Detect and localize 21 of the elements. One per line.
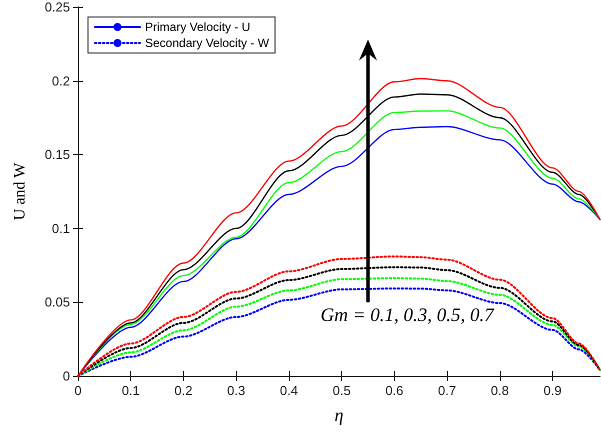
x-tick-label: 0 [74, 383, 82, 398]
y-tick-label: 0.1 [52, 220, 70, 236]
x-tick-label: 0.4 [280, 383, 298, 398]
x-tick-label: 0.8 [490, 383, 509, 398]
x-tick-label: 0.2 [174, 383, 192, 398]
x-tick-label: 0.1 [122, 383, 140, 398]
x-tick-label: 0.3 [227, 383, 246, 398]
annotation: Gm = 0.1, 0.3, 0.5, 0.7 [320, 304, 494, 327]
legend-label: Primary Velocity - U [145, 20, 250, 34]
y-tick-label: 0.25 [44, 0, 70, 14]
y-tick-label: 0.2 [52, 73, 70, 88]
y-tick-label: 0.05 [44, 294, 70, 310]
x-tick-label: 0.5 [332, 383, 351, 398]
y-axis-title: U and W [12, 162, 28, 220]
x-tick-label: 0.9 [544, 383, 562, 398]
x-tick-label: 0.6 [385, 383, 404, 398]
x-tick-label: 0.7 [438, 383, 456, 398]
x-axis-title: η [334, 405, 344, 425]
y-tick-label: 0.15 [44, 147, 70, 162]
y-tick-label: 0 [62, 368, 70, 384]
legend-label: Secondary Velocity - W [145, 36, 270, 50]
